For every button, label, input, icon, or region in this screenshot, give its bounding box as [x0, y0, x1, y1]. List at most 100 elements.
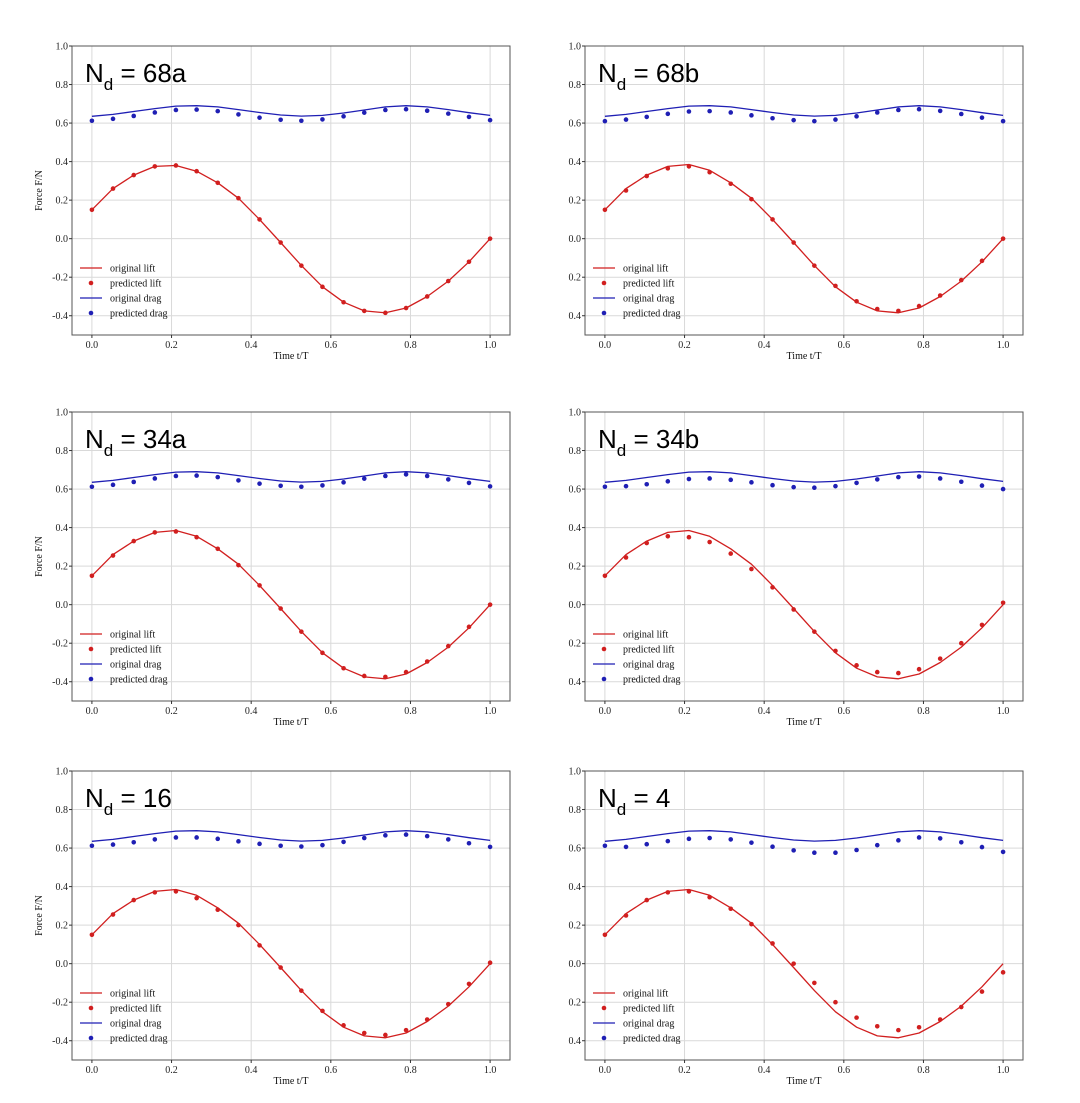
- point-predicted-drag-16: [937, 836, 943, 841]
- point-predicted-lift-2: [644, 897, 650, 903]
- x-tick-label-5: 1.0: [997, 706, 1010, 717]
- point-predicted-lift-8: [770, 217, 775, 222]
- legend-swatch-point-3: [601, 676, 607, 682]
- y-tick-label-1: -0.2: [52, 273, 68, 284]
- point-predicted-drag-10: [812, 485, 817, 491]
- y-tick-label-1: -0.2: [52, 639, 68, 650]
- x-tick-label-1: 0.2: [165, 340, 178, 351]
- point-predicted-drag-4: [686, 476, 692, 482]
- point-predicted-drag-9: [791, 117, 796, 123]
- point-predicted-lift-4: [173, 889, 179, 894]
- x-tick-label-4: 0.8: [404, 706, 417, 717]
- x-tick-label-3: 0.6: [838, 706, 851, 717]
- legend: original lift predicted lift original drag…: [593, 264, 680, 320]
- point-predicted-drag-16: [937, 476, 943, 481]
- point-predicted-lift-1: [623, 913, 629, 918]
- point-predicted-lift-18: [466, 259, 472, 265]
- point-predicted-lift-7: [749, 196, 754, 202]
- x-tick-label-1: 0.2: [165, 706, 178, 717]
- point-predicted-drag-11: [320, 842, 325, 848]
- legend-swatch-point-3: [601, 1035, 607, 1041]
- point-predicted-lift-3: [152, 530, 158, 535]
- point-predicted-drag-12: [854, 114, 859, 119]
- title-rest: = 34a: [113, 424, 187, 454]
- title-rest: = 68b: [626, 58, 699, 88]
- point-predicted-lift-11: [833, 999, 838, 1005]
- point-predicted-lift-17: [445, 1001, 451, 1007]
- panel-title: Nd = 4: [598, 783, 670, 819]
- y-tick-label-0: -0.4: [52, 311, 68, 322]
- y-tick-label-2: 0.0: [569, 959, 582, 970]
- point-predicted-drag-13: [874, 842, 880, 848]
- legend-swatch-point-3: [601, 310, 607, 316]
- point-predicted-drag-1: [110, 842, 116, 847]
- y-tick-label-2: 0.0: [56, 959, 69, 970]
- point-predicted-drag-16: [937, 108, 943, 114]
- y-tick-label-0: 0.4: [569, 677, 582, 688]
- x-axis-label: Time t/T: [274, 1076, 309, 1087]
- point-predicted-lift-12: [854, 1015, 859, 1020]
- y-tick-label-3: 0.2: [56, 921, 69, 932]
- x-tick-label-2: 0.4: [245, 706, 258, 717]
- point-predicted-drag-2: [644, 481, 650, 487]
- panel-title: Nd = 34a: [85, 424, 187, 460]
- point-predicted-drag-7: [749, 840, 754, 845]
- point-predicted-lift-1: [623, 188, 629, 193]
- point-predicted-lift-0: [89, 207, 95, 213]
- point-predicted-lift-3: [152, 164, 158, 169]
- point-predicted-drag-2: [131, 113, 137, 119]
- y-tick-label-4: 0.4: [569, 882, 582, 893]
- x-tick-label-0: 0.0: [86, 340, 99, 351]
- point-predicted-drag-14: [383, 473, 388, 479]
- legend-swatch-point-1: [88, 280, 94, 286]
- point-predicted-lift-18: [979, 622, 985, 628]
- point-predicted-drag-18: [466, 114, 472, 120]
- series-line-original-drag: [91, 471, 491, 483]
- point-predicted-drag-15: [916, 106, 922, 112]
- point-predicted-lift-11: [320, 284, 325, 290]
- point-predicted-lift-2: [131, 538, 137, 544]
- point-predicted-lift-19: [487, 236, 493, 241]
- y-tick-label-1: 0.2: [569, 639, 582, 650]
- point-predicted-lift-6: [215, 546, 221, 552]
- point-predicted-drag-1: [623, 117, 629, 122]
- point-predicted-lift-7: [749, 921, 754, 927]
- point-predicted-lift-10: [299, 263, 304, 268]
- y-tick-label-7: 1.0: [569, 408, 582, 419]
- point-predicted-drag-12: [854, 480, 859, 486]
- title-main: N: [598, 58, 617, 88]
- point-predicted-drag-17: [445, 837, 451, 842]
- point-predicted-drag-15: [916, 835, 922, 840]
- title-main: N: [85, 783, 104, 813]
- point-predicted-lift-7: [236, 922, 241, 928]
- y-tick-label-0: -0.4: [52, 677, 68, 688]
- point-predicted-lift-13: [361, 673, 367, 679]
- point-predicted-drag-4: [173, 473, 179, 479]
- legend: original lift predicted lift original drag…: [80, 264, 167, 320]
- point-predicted-lift-3: [665, 890, 671, 895]
- legend-label-2: original drag: [623, 294, 674, 305]
- point-predicted-lift-19: [1000, 236, 1006, 241]
- x-tick-label-0: 0.0: [86, 706, 99, 717]
- point-predicted-drag-10: [299, 844, 304, 849]
- x-tick-label-0: 0.0: [599, 1065, 612, 1076]
- legend-label-2: original drag: [110, 294, 161, 305]
- y-tick-label-7: 1.0: [569, 42, 582, 53]
- point-predicted-drag-15: [403, 832, 409, 837]
- point-predicted-drag-1: [623, 844, 629, 850]
- y-axis-label: Force F/N: [34, 895, 45, 936]
- point-predicted-drag-18: [466, 480, 472, 486]
- point-predicted-drag-13: [874, 477, 880, 482]
- x-tick-label-2: 0.4: [758, 1065, 771, 1076]
- point-predicted-drag-9: [791, 484, 796, 490]
- plot-frame: [71, 411, 511, 702]
- point-predicted-drag-18: [979, 483, 985, 488]
- point-predicted-lift-0: [602, 932, 608, 938]
- y-axis-label: Force F/N: [34, 170, 45, 211]
- point-predicted-lift-18: [466, 981, 472, 987]
- point-predicted-lift-13: [361, 1030, 367, 1036]
- point-predicted-drag-9: [278, 117, 283, 123]
- x-tick-label-4: 0.8: [404, 1065, 417, 1076]
- legend-label-0: original lift: [623, 989, 668, 1000]
- x-tick-label-5: 1.0: [484, 340, 497, 351]
